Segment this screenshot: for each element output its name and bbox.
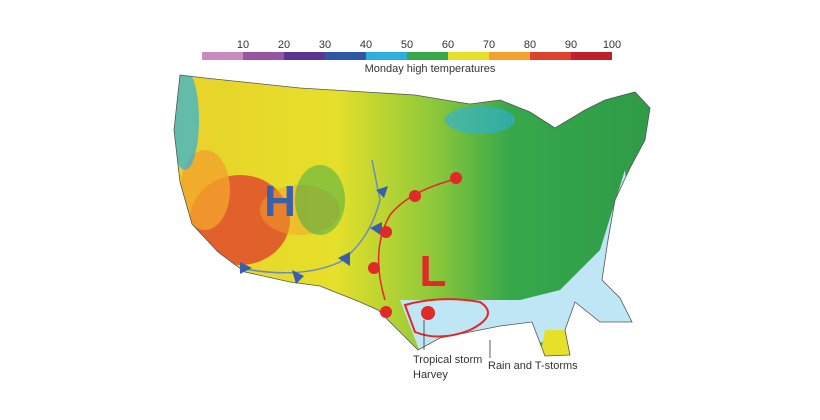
legend-swatch — [530, 52, 571, 60]
legend-swatch — [325, 52, 366, 60]
legend-title: Monday high temperatures — [365, 63, 496, 75]
legend-tick-label: 60 — [442, 39, 454, 51]
legend-swatch — [571, 52, 612, 60]
legend-swatch — [366, 52, 407, 60]
annotation: Rain and T-storms — [488, 360, 578, 372]
legend-swatch — [448, 52, 489, 60]
legend-tick-label: 70 — [483, 39, 495, 51]
front-semicircles — [368, 172, 462, 318]
us-map — [174, 75, 650, 356]
legend-tick-label: 10 — [237, 39, 249, 51]
legend-swatch — [202, 52, 243, 60]
low-pressure: L — [420, 247, 447, 296]
legend-swatch — [489, 52, 530, 60]
storm-area — [403, 298, 489, 338]
storm-center — [421, 306, 435, 320]
warm-front — [377, 177, 461, 301]
high-pressure: H — [264, 177, 296, 226]
legend-tick-label: 20 — [278, 39, 290, 51]
annotation: Tropical storm — [413, 354, 482, 366]
legend-tick-label: 50 — [401, 39, 413, 51]
legend: 10 20 30 40 50 60 70 80 90 100 — [202, 39, 621, 60]
legend-swatch — [407, 52, 448, 60]
legend-tick-label: 100 — [603, 39, 621, 51]
legend-tick-label: 30 — [319, 39, 331, 51]
legend-swatch — [284, 52, 325, 60]
legend-tick-label: 90 — [565, 39, 577, 51]
legend-swatch — [243, 52, 284, 60]
annotation: Harvey — [413, 369, 448, 381]
legend-tick-label: 80 — [524, 39, 536, 51]
legend-tick-label: 40 — [360, 39, 372, 51]
front-triangles — [240, 186, 388, 284]
cold-front — [239, 159, 381, 274]
